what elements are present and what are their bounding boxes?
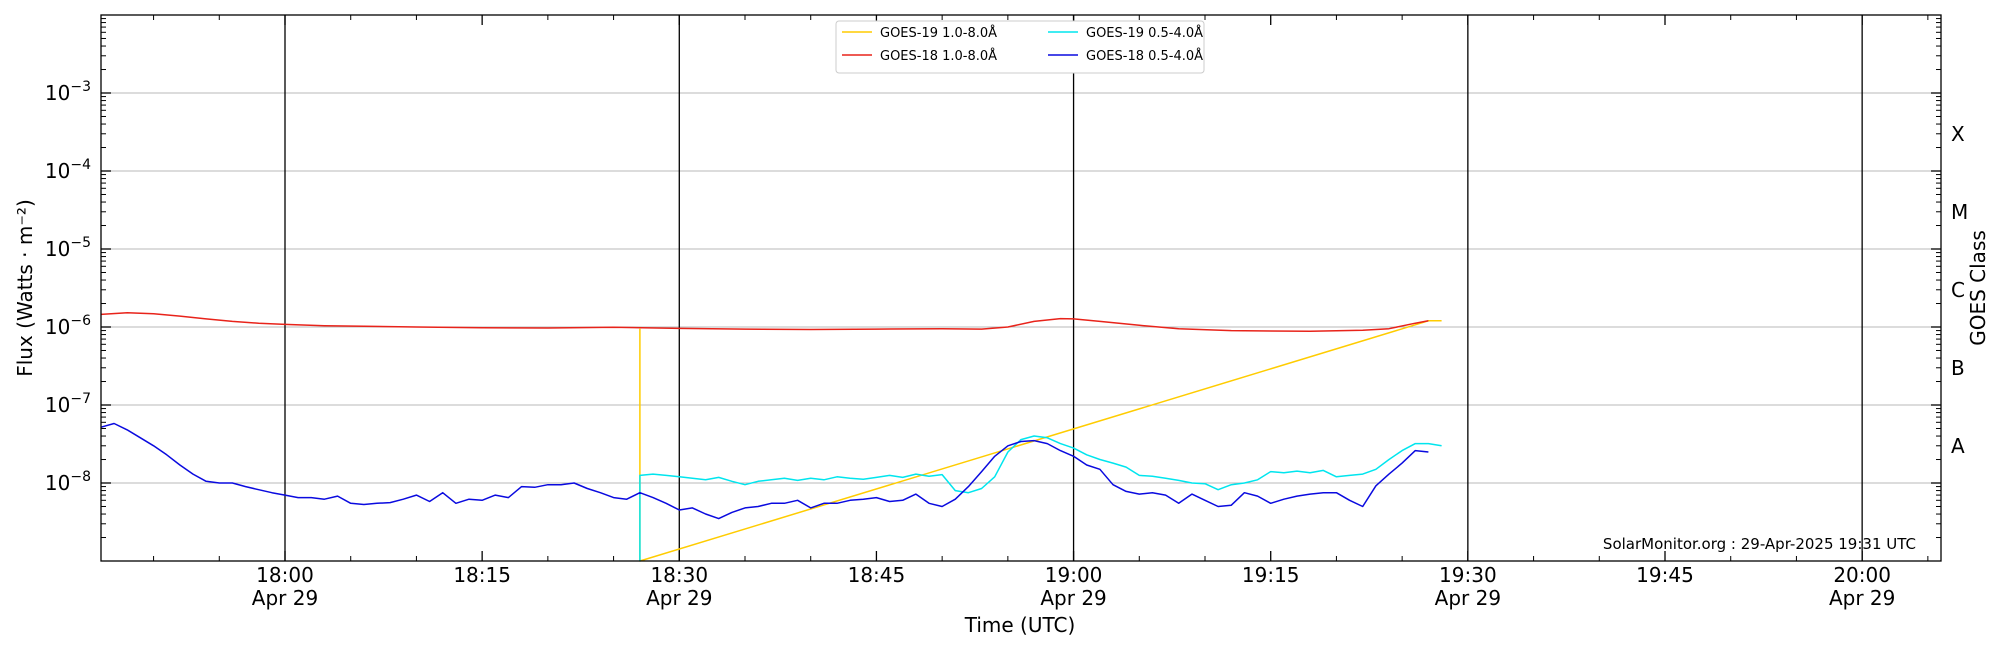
series-line (639, 435, 1442, 561)
legend-box (835, 20, 1205, 74)
y-tick-label: 10−8 (45, 469, 91, 495)
y-tick-label: 10−3 (45, 79, 91, 105)
x-tick-label: 18:15 (453, 563, 511, 587)
goes-class-label: A (1951, 434, 1965, 458)
x-tick-label: 19:15 (1242, 563, 1300, 587)
series-line (100, 312, 1429, 333)
x-tick-label: 19:00 (1045, 563, 1103, 587)
legend-label: GOES-18 0.5-4.0Å (1086, 48, 1203, 64)
goes-class-label: B (1951, 356, 1965, 380)
legend: GOES-19 1.0-8.0Å GOES-18 1.0-8.0Å GOES-19 … (835, 20, 1205, 74)
x-tick-label: 18:00 (256, 563, 314, 587)
y-axis-title: Flux (Watts · m⁻²) (13, 199, 37, 377)
series-line (100, 422, 1429, 520)
x-tick-label: 20:00 (1833, 563, 1891, 587)
goes-class-label: X (1951, 122, 1965, 146)
legend-label: GOES-18 1.0-8.0Å (880, 48, 997, 64)
x-tick-date-label: Apr 29 (1435, 586, 1501, 610)
y-tick-label: 10−4 (45, 157, 91, 183)
x-tick-label: 18:30 (650, 563, 708, 587)
x-tick-date-label: Apr 29 (252, 586, 318, 610)
legend-label: GOES-19 0.5-4.0Å (1086, 25, 1203, 41)
goes-class-axis-title: GOES Class (1966, 230, 1990, 346)
legend-label: GOES-19 1.0-8.0Å (880, 25, 997, 41)
goes-class-label: M (1951, 200, 1968, 224)
solarmonitor-annotation: SolarMonitor.org : 29-Apr-2025 19:31 UTC (1603, 535, 1916, 553)
plot-frame (100, 14, 1942, 562)
x-tick-date-label: Apr 29 (1040, 586, 1106, 610)
x-tick-date-label: Apr 29 (1829, 586, 1895, 610)
x-tick-label: 18:45 (848, 563, 906, 587)
x-axis-title: Time (UTC) (964, 613, 1076, 637)
series-layer (100, 312, 1442, 562)
x-tick-label: 19:30 (1439, 563, 1497, 587)
goes-class-label: C (1951, 278, 1965, 302)
x-tick-date-label: Apr 29 (646, 586, 712, 610)
x-tick-label: 19:45 (1636, 563, 1694, 587)
